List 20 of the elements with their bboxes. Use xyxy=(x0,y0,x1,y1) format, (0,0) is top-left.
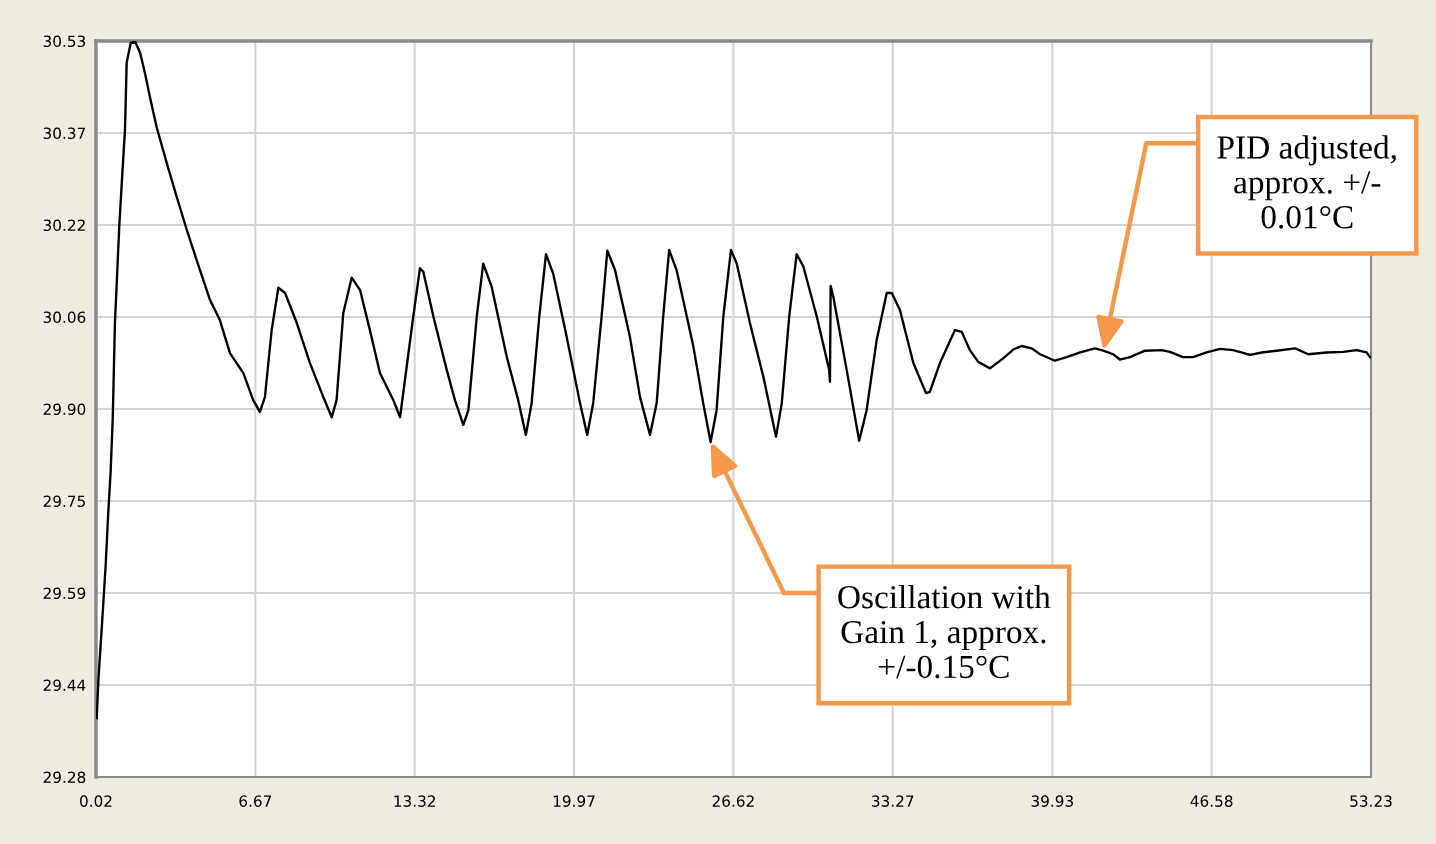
x-tick-label: 0.02 xyxy=(80,795,112,807)
x-tick-label: 46.58 xyxy=(1190,795,1233,807)
y-tick-label: 29.44 xyxy=(43,679,86,692)
x-tick-label: 6.67 xyxy=(239,795,272,807)
y-tick-label: 30.22 xyxy=(43,219,85,232)
y-tick-label: 29.90 xyxy=(43,403,86,416)
y-tick-label: 29.59 xyxy=(43,587,86,600)
x-tick-label: 13.32 xyxy=(394,795,436,807)
x-tick-label: 26.62 xyxy=(712,795,754,807)
x-tick-label: 53.23 xyxy=(1350,795,1392,807)
x-tick-label: 19.97 xyxy=(553,795,595,807)
y-tick-label: 29.75 xyxy=(43,495,85,508)
y-tick-label: 30.06 xyxy=(43,311,86,324)
annotation: Oscillation with Gain 1, approx. +/-0.15°C xyxy=(838,584,1051,679)
x-tick-label: 33.27 xyxy=(872,795,914,807)
y-tick-label: 30.37 xyxy=(43,127,85,140)
x-tick-label: 39.93 xyxy=(1031,795,1073,807)
y-tick-label: 29.28 xyxy=(43,771,86,784)
annotation: PID adjusted, approx. +/- 0.01°C xyxy=(1217,135,1396,229)
y-tick-label: 30.53 xyxy=(43,35,86,48)
